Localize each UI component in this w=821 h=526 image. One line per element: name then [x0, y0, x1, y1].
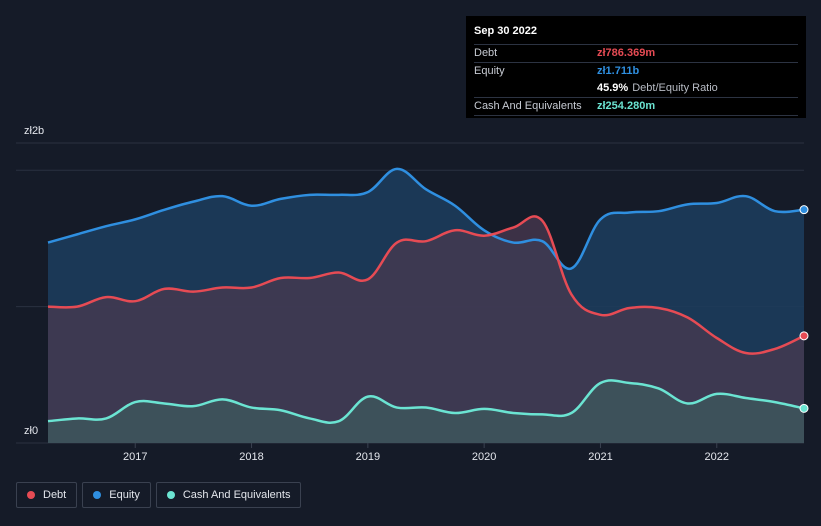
legend: Debt Equity Cash And Equivalents: [16, 482, 302, 508]
chart-areas: [48, 168, 804, 443]
tooltip-ratio-spacer: [474, 80, 597, 97]
x-tick-label-2021: 2021: [588, 451, 613, 463]
tooltip-row-debt: Debt zł786.369m: [474, 44, 798, 62]
tooltip-equity-value: zł1.711b: [597, 65, 640, 77]
tooltip-row-equity: Equity zł1.711b: [474, 62, 798, 80]
tooltip-equity-label: Equity: [474, 65, 505, 77]
cash-and-equivalents-end-marker: [799, 403, 809, 413]
tooltip-debt-label: Debt: [474, 47, 498, 59]
x-tick-label-2017: 2017: [122, 451, 148, 463]
tooltip-panel: Sep 30 2022 Debt zł786.369m Equity zł1.7…: [466, 16, 806, 118]
tooltip-row-ratio: 45.9% Debt/Equity Ratio: [474, 80, 798, 97]
x-tick-label-2019: 2019: [355, 451, 381, 463]
legend-equity-label: Equity: [109, 489, 140, 501]
legend-item-debt[interactable]: Debt: [16, 482, 78, 508]
tooltip-ratio: 45.9% Debt/Equity Ratio: [597, 80, 718, 97]
legend-item-equity[interactable]: Equity: [82, 482, 151, 508]
legend-equity-dot-icon: [93, 491, 102, 499]
x-tick-label-2020: 2020: [471, 451, 497, 463]
equity-end-marker: [799, 205, 809, 215]
tooltip-ratio-label: Debt/Equity Ratio: [632, 82, 718, 94]
tooltip-cash-label: Cash And Equivalents: [474, 100, 582, 112]
legend-debt-label: Debt: [43, 489, 67, 501]
debt-end-marker: [799, 331, 809, 341]
tooltip-row-cash: Cash And Equivalents zł254.280m: [474, 97, 798, 116]
cash-and-equivalents-line: [47, 379, 805, 424]
debt-line: [47, 215, 805, 355]
y-axis-top-label: zł2b: [24, 125, 45, 137]
tooltip-cash-value: zł254.280m: [597, 100, 656, 112]
equity-line: [47, 167, 805, 270]
legend-item-cash[interactable]: Cash And Equivalents: [155, 482, 302, 508]
legend-cash-label: Cash And Equivalents: [182, 489, 291, 501]
cash-and-equivalents-area: [48, 380, 804, 443]
x-tick-label-2018: 2018: [239, 451, 264, 463]
legend-cash-dot-icon: [166, 491, 175, 499]
tooltip-ratio-value: 45.9%: [597, 82, 629, 94]
legend-debt-dot-icon: [27, 491, 35, 499]
chart-lines: [47, 167, 805, 424]
chart-end-markers: [799, 205, 809, 413]
x-tick-label-2022: 2022: [704, 451, 730, 463]
y-axis-bottom-label: zł0: [24, 425, 39, 437]
tooltip-debt-value: zł786.369m: [597, 47, 656, 59]
tooltip-date: Sep 30 2022: [474, 25, 537, 37]
